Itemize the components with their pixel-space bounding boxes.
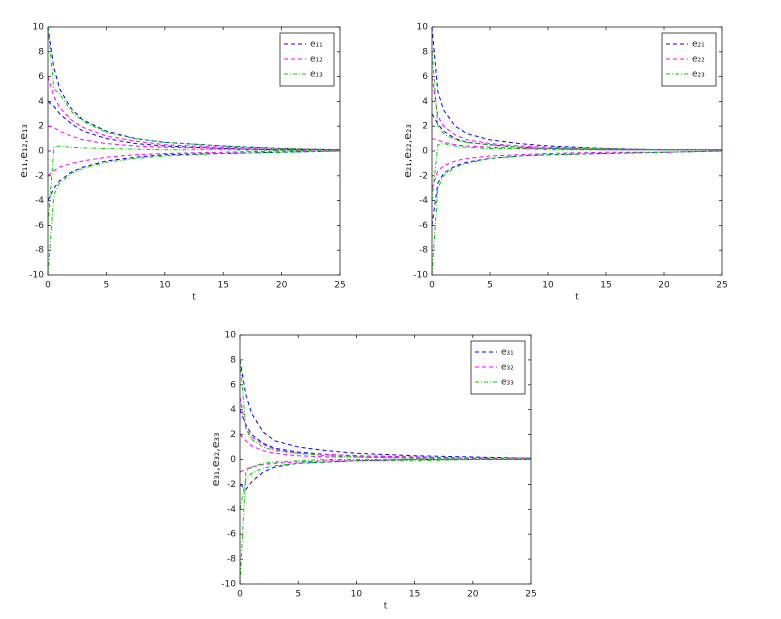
x-tick-label: 10 <box>351 590 363 600</box>
curve <box>431 138 722 151</box>
y-tick-label: 8 <box>422 47 428 57</box>
curve <box>431 150 723 189</box>
legend-label: e₁₂ <box>310 55 323 65</box>
y-tick-label: 6 <box>38 72 44 82</box>
y-tick-label: -8 <box>227 555 236 565</box>
y-tick-label: -4 <box>419 196 428 206</box>
x-tick-label: 15 <box>600 281 611 291</box>
axes-frame <box>47 26 341 276</box>
y-tick-label: -8 <box>35 246 44 256</box>
curve <box>47 125 340 151</box>
axes-frame <box>239 334 532 585</box>
curve <box>431 26 722 151</box>
x-tick-label: 15 <box>409 590 420 600</box>
legend-label: e₁₃ <box>310 70 323 80</box>
y-tick-label: 10 <box>225 331 237 341</box>
curve <box>47 150 341 276</box>
y-axis-label: e₃₁,e₃₂,e₃₃ <box>209 433 222 487</box>
legend-label: e₂₂ <box>692 55 705 65</box>
y-tick-label: -10 <box>221 580 236 590</box>
curve <box>239 459 531 491</box>
curve <box>47 26 341 151</box>
y-tick-label: 8 <box>38 47 44 57</box>
x-tick-label: 25 <box>525 590 536 600</box>
y-tick-label: 0 <box>230 455 236 465</box>
x-axis-label: t <box>192 293 196 303</box>
legend-box <box>470 340 526 395</box>
curve <box>47 145 341 226</box>
x-tick-label: 0 <box>237 590 243 600</box>
x-tick-label: 25 <box>334 281 345 291</box>
y-tick-label: -4 <box>227 505 236 515</box>
x-tick-label: 5 <box>104 281 110 291</box>
y-tick-label: -10 <box>413 271 428 281</box>
y-tick-label: -2 <box>227 480 236 490</box>
legend-label: e₃₁ <box>501 348 514 358</box>
axes-frame <box>431 26 723 276</box>
y-tick-label: 10 <box>33 23 45 33</box>
curve <box>431 143 722 201</box>
y-tick-label: 4 <box>38 97 44 107</box>
curve <box>47 101 340 151</box>
curve <box>239 459 531 473</box>
curve <box>239 397 531 459</box>
x-tick-label: 5 <box>295 590 301 600</box>
legend-label: e₂₃ <box>692 70 705 80</box>
legend-label: e₃₂ <box>501 363 514 373</box>
y-tick-label: -2 <box>419 171 428 181</box>
legend-label: e₃₃ <box>501 378 514 388</box>
y-tick-label: 6 <box>230 380 236 390</box>
x-tick-label: 5 <box>487 281 493 291</box>
x-tick-label: 0 <box>429 281 435 291</box>
curve <box>431 51 722 151</box>
y-tick-label: -4 <box>35 196 44 206</box>
x-tick-label: 25 <box>716 281 727 291</box>
y-tick-label: 4 <box>422 97 428 107</box>
y-tick-label: 2 <box>230 430 236 440</box>
subplot: 0 5 10 15 20 25 -10 -8 -6 -4 -2 0 2 4 6 8 10 t e₁₁,e₁₂,e₁₃… <box>17 23 346 303</box>
y-tick-label: 8 <box>230 355 236 365</box>
y-tick-label: 0 <box>38 147 44 157</box>
curve <box>239 434 531 459</box>
x-axis-label: t <box>575 293 579 303</box>
y-axis-label: e₂₁,e₂₂,e₂₃ <box>401 124 414 178</box>
curve <box>239 459 531 585</box>
y-tick-label: 6 <box>422 72 428 82</box>
legend-label: e₁₁ <box>310 40 323 50</box>
y-tick-label: 4 <box>230 405 236 415</box>
x-tick-label: 20 <box>276 281 288 291</box>
y-tick-label: -8 <box>419 246 428 256</box>
x-tick-label: 10 <box>159 281 171 291</box>
x-axis-label: t <box>384 602 388 612</box>
legend-box <box>279 32 335 87</box>
curve <box>431 150 723 276</box>
y-axis-label: e₁₁,e₁₂,e₁₃ <box>17 124 30 178</box>
subplot: 0 5 10 15 20 25 -10 -8 -6 -4 -2 0 2 4 6 8 10 t e₃₁,e₃₂,e₃₃… <box>209 331 537 612</box>
y-tick-label: -6 <box>35 221 44 231</box>
y-tick-label: -2 <box>35 171 44 181</box>
x-tick-label: 15 <box>217 281 228 291</box>
y-tick-label: 0 <box>422 147 428 157</box>
curve <box>239 409 531 459</box>
y-tick-label: 2 <box>422 122 428 132</box>
x-tick-label: 20 <box>658 281 670 291</box>
curve <box>431 150 723 226</box>
y-tick-label: 2 <box>38 122 44 132</box>
x-tick-label: 10 <box>542 281 554 291</box>
curve <box>239 459 531 510</box>
curve <box>47 76 341 151</box>
subplot: 0 5 10 15 20 25 -10 -8 -6 -4 -2 0 2 4 6 8 10 t e₂₁,e₂₂,e₂₃… <box>401 23 728 303</box>
x-tick-label: 0 <box>45 281 51 291</box>
legend-box <box>661 32 717 87</box>
curve <box>239 359 532 459</box>
legend-label: e₂₁ <box>692 40 705 50</box>
curve <box>47 150 340 177</box>
y-tick-label: -6 <box>419 221 428 231</box>
y-tick-label: -10 <box>29 271 44 281</box>
x-tick-label: 20 <box>467 590 479 600</box>
y-tick-label: 10 <box>417 23 429 33</box>
y-tick-label: -6 <box>227 530 236 540</box>
curve <box>47 26 341 151</box>
